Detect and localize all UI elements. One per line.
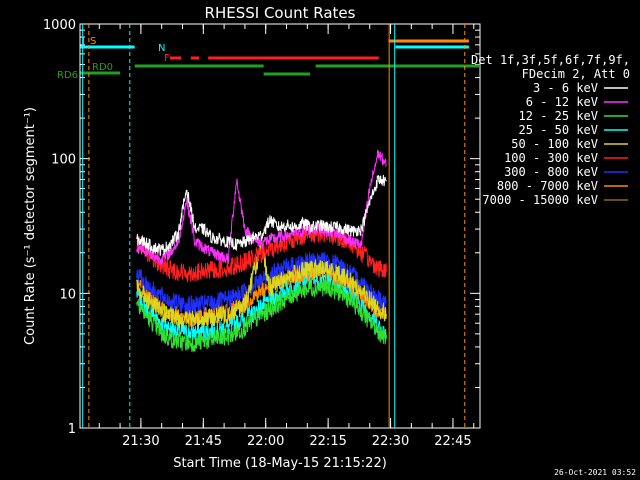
legend-entry-label: 6 - 12 keV [526,95,598,109]
series-line [136,278,387,353]
y-tick-label: 1 [68,422,76,437]
instrument-flags: I S NF RD0 RD6 [57,36,480,81]
flag-label-rd0: RD0 [92,62,113,73]
y-axis-label: Count Rate (s⁻¹ detector segment⁻¹) [23,107,38,345]
chart-title: RHESSI Count Rates [205,4,356,22]
series-line [136,269,387,343]
series-layer [136,149,387,353]
y-tick-label: 10 [59,287,76,302]
series-line [136,224,387,283]
series-line [136,174,387,257]
footer-timestamp: 26-Oct-2021 03:52 [554,468,636,477]
x-axis-label: Start Time (18-May-15 21:15:22) [173,456,387,471]
flag-label-s: S [90,36,96,47]
legend-entry-label: 300 - 800 keV [504,165,598,179]
flag-label-rd6: RD6 [57,70,78,81]
legend-entry-label: 7000 - 15000 keV [482,193,598,207]
plot-frame [79,23,481,429]
x-tick-label: 22:30 [372,434,409,449]
attenuator-markers [82,24,466,428]
x-tick-label: 21:30 [122,434,159,449]
y-tick-label: 1000 [43,18,76,33]
legend-entry-label: 50 - 100 keV [511,137,598,151]
flag-label-ss: I [82,36,85,47]
legend-entry-label: 12 - 25 keV [519,109,598,123]
legend: Det 1f,3f,5f,6f,7f,9f, FDecim 2, Att 0 3… [471,53,630,207]
y-axis: 1 10 100 1000 [43,18,480,437]
legend-entry-label: 3 - 6 keV [533,81,598,95]
legend-title-line-2: FDecim 2, Att 0 [522,67,630,81]
flag-label-n: N [158,43,165,54]
legend-entry-label: 800 - 7000 keV [497,179,598,193]
plot-area [79,23,481,429]
legend-title-line-1: Det 1f,3f,5f,6f,7f,9f, [471,53,630,67]
x-tick-label: 22:45 [434,434,471,449]
y-tick-label: 100 [51,153,76,168]
flag-label-f: F [164,53,170,64]
x-tick-label: 22:15 [309,434,346,449]
x-tick-label: 21:45 [185,434,222,449]
x-tick-label: 22:00 [247,434,284,449]
legend-entry-label: 25 - 50 keV [519,123,598,137]
legend-entry-label: 100 - 300 keV [504,151,598,165]
x-axis: 21:30 21:45 22:00 22:15 22:30 22:45 [98,24,475,449]
